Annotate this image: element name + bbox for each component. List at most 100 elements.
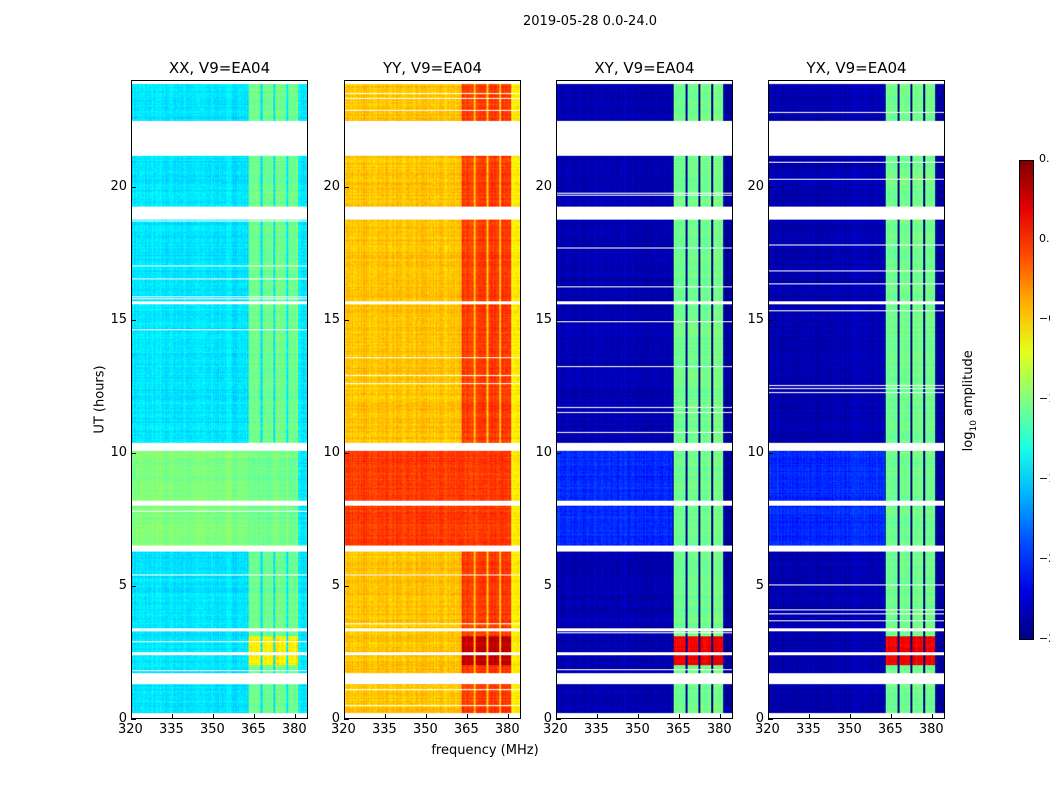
y-tick-label: 15: [323, 311, 340, 327]
y-tick-mark: [556, 186, 561, 188]
y-tick-label: 20: [110, 178, 127, 194]
figure-title: 2019-05-28 0.0-24.0: [523, 14, 657, 29]
colorbar-tick-label: −1.5: [1039, 472, 1050, 485]
y-tick-mark: [344, 452, 349, 454]
x-tick-label: 320: [755, 722, 780, 737]
x-tick-mark: [931, 714, 933, 719]
panel-title: YY, V9=EA04: [382, 59, 483, 77]
y-tick-mark: [768, 585, 773, 587]
y-tick-label: 5: [118, 577, 127, 593]
x-tick-mark: [719, 714, 721, 719]
x-tick-label: 335: [371, 722, 397, 737]
x-tick-mark: [678, 714, 680, 719]
y-tick-label: 0: [543, 711, 552, 726]
x-tick-label: 350: [624, 722, 650, 737]
x-tick-mark: [637, 714, 639, 719]
x-tick-label: 365: [665, 722, 691, 737]
x-tick-mark: [507, 714, 509, 719]
x-tick-label: 380: [281, 722, 307, 737]
y-tick-mark: [556, 585, 561, 587]
y-tick-mark: [131, 452, 136, 454]
colorbar-tick-label: −2.0: [1039, 552, 1050, 565]
x-tick-label: 350: [412, 722, 438, 737]
x-tick-label: 365: [453, 722, 479, 737]
y-tick-label: 0: [331, 711, 340, 726]
x-tick-mark: [384, 714, 386, 719]
x-tick-mark: [212, 714, 214, 719]
x-tick-mark: [294, 714, 296, 719]
colorbar-tick-label: −2.5: [1039, 632, 1050, 645]
y-tick-mark: [768, 186, 773, 188]
x-tick-mark: [596, 714, 598, 719]
y-tick-label: 20: [747, 178, 764, 194]
colorbar: [1019, 160, 1034, 640]
colorbar-tick-label: −1.0: [1039, 392, 1050, 405]
y-tick-mark: [131, 319, 136, 321]
heatmap-panel: [344, 80, 521, 719]
panel-title: YX, V9=EA04: [806, 59, 907, 77]
y-tick-label: 5: [331, 577, 340, 593]
y-tick-label: 10: [323, 444, 340, 460]
x-tick-mark: [344, 714, 345, 719]
x-tick-label: 365: [877, 722, 903, 737]
x-tick-mark: [131, 714, 132, 719]
y-tick-mark: [768, 719, 773, 720]
x-tick-label: 380: [706, 722, 732, 737]
y-tick-mark: [344, 186, 349, 188]
x-tick-label: 350: [836, 722, 862, 737]
x-tick-mark: [808, 714, 810, 719]
y-tick-mark: [556, 452, 561, 454]
y-tick-mark: [768, 452, 773, 454]
y-tick-label: 5: [755, 577, 764, 593]
y-tick-label: 10: [535, 444, 552, 460]
panel-title: XY, V9=EA04: [594, 59, 695, 77]
heatmap-image: [557, 81, 732, 718]
y-tick-label: 0: [755, 711, 764, 726]
colorbar-tick-label: 0.0: [1039, 232, 1050, 245]
y-tick-label: 15: [110, 311, 127, 327]
x-tick-label: 335: [158, 722, 184, 737]
heatmap-panel: [556, 80, 733, 719]
y-tick-label: 15: [535, 311, 552, 327]
y-axis-label: UT (hours): [92, 365, 108, 434]
x-tick-label: 320: [543, 722, 568, 737]
colorbar-tick-label: −0.5: [1039, 312, 1050, 325]
heatmap-panel: [768, 80, 945, 719]
x-tick-label: 380: [918, 722, 944, 737]
y-tick-label: 5: [543, 577, 552, 593]
y-tick-mark: [344, 585, 349, 587]
x-tick-label: 320: [118, 722, 143, 737]
x-tick-mark: [466, 714, 468, 719]
colorbar-tick-label: 0.5: [1039, 152, 1050, 165]
x-tick-mark: [253, 714, 255, 719]
heatmap-image: [769, 81, 944, 718]
y-tick-mark: [556, 319, 561, 321]
x-tick-mark: [768, 714, 769, 719]
x-axis-label: frequency (MHz): [431, 743, 539, 758]
y-tick-mark: [556, 719, 561, 720]
heatmap-image: [132, 81, 307, 718]
y-tick-label: 10: [747, 444, 764, 460]
y-tick-mark: [344, 719, 349, 720]
y-tick-label: 0: [118, 711, 127, 726]
heatmap-image: [345, 81, 520, 718]
x-tick-mark: [890, 714, 892, 719]
x-tick-label: 380: [494, 722, 520, 737]
y-tick-mark: [131, 585, 136, 587]
y-tick-mark: [131, 186, 136, 188]
x-tick-label: 335: [583, 722, 609, 737]
heatmap-panel: [131, 80, 308, 719]
x-tick-mark: [556, 714, 557, 719]
y-tick-label: 15: [747, 311, 764, 327]
x-tick-mark: [849, 714, 851, 719]
y-tick-label: 10: [110, 444, 127, 460]
x-tick-label: 335: [795, 722, 821, 737]
y-tick-mark: [344, 319, 349, 321]
y-tick-mark: [131, 719, 136, 720]
x-tick-label: 365: [240, 722, 266, 737]
y-tick-label: 20: [535, 178, 552, 194]
x-tick-label: 350: [199, 722, 225, 737]
y-tick-label: 20: [323, 178, 340, 194]
panel-title: XX, V9=EA04: [168, 59, 271, 77]
